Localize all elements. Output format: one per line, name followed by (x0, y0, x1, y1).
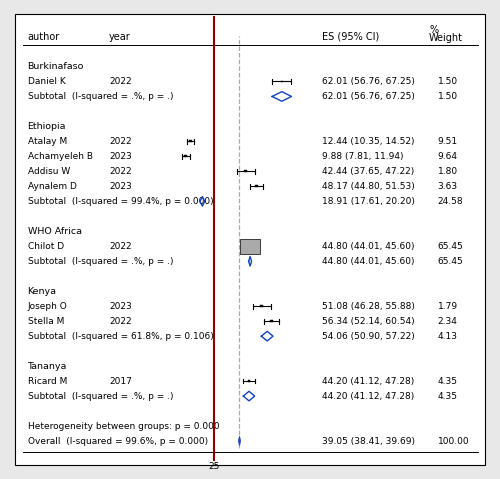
Text: 9.88 (7.81, 11.94): 9.88 (7.81, 11.94) (322, 152, 404, 161)
Bar (260, 305, 263, 307)
Text: Ethiopia: Ethiopia (28, 122, 66, 131)
Text: ES (95% CI): ES (95% CI) (322, 32, 380, 42)
Text: Ricard M: Ricard M (28, 376, 67, 386)
Text: Daniel K: Daniel K (28, 77, 65, 86)
Text: Addisu W: Addisu W (28, 167, 70, 176)
Text: 4.35: 4.35 (438, 376, 458, 386)
Text: 62.01 (56.76, 67.25): 62.01 (56.76, 67.25) (322, 77, 416, 86)
Text: Heterogeneity between groups: p = 0.000: Heterogeneity between groups: p = 0.000 (28, 422, 219, 431)
Text: Subtotal  (I-squared = .%, p = .): Subtotal (I-squared = .%, p = .) (28, 392, 173, 400)
Text: %: % (429, 25, 438, 35)
Text: Weight: Weight (429, 34, 463, 44)
Bar (184, 155, 187, 157)
Text: Subtotal  (I-squared = 99.4%, p = 0.000): Subtotal (I-squared = 99.4%, p = 0.000) (28, 197, 213, 206)
Text: 1.80: 1.80 (438, 167, 458, 176)
Text: 1.50: 1.50 (438, 77, 458, 86)
Text: Joseph O: Joseph O (28, 302, 67, 311)
Text: Chilot D: Chilot D (28, 242, 64, 251)
Text: Burkinafaso: Burkinafaso (28, 62, 84, 71)
Polygon shape (238, 436, 240, 446)
Text: 2023: 2023 (109, 182, 132, 191)
Text: Overall  (I-squared = 99.6%, p = 0.000): Overall (I-squared = 99.6%, p = 0.000) (28, 436, 208, 445)
Text: Subtotal  (I-squared = .%, p = .): Subtotal (I-squared = .%, p = .) (28, 257, 173, 266)
Bar (255, 185, 258, 187)
Text: 1.50: 1.50 (438, 92, 458, 101)
Text: 48.17 (44.80, 51.53): 48.17 (44.80, 51.53) (322, 182, 415, 191)
Text: 1.79: 1.79 (438, 302, 458, 311)
Text: 12.44 (10.35, 14.52): 12.44 (10.35, 14.52) (322, 137, 415, 146)
Text: year: year (109, 32, 131, 42)
Text: 100.00: 100.00 (438, 436, 469, 445)
Text: 62.01 (56.76, 67.25): 62.01 (56.76, 67.25) (322, 92, 416, 101)
Text: Subtotal  (I-squared = .%, p = .): Subtotal (I-squared = .%, p = .) (28, 92, 173, 101)
Text: 24.58: 24.58 (438, 197, 463, 206)
Text: 9.64: 9.64 (438, 152, 458, 161)
Text: 39.05 (38.41, 39.69): 39.05 (38.41, 39.69) (322, 436, 416, 445)
Bar (244, 171, 247, 172)
Text: author: author (28, 32, 60, 42)
Text: 44.20 (41.12, 47.28): 44.20 (41.12, 47.28) (322, 376, 415, 386)
Text: 2.34: 2.34 (438, 317, 458, 326)
Text: 42.44 (37.65, 47.22): 42.44 (37.65, 47.22) (322, 167, 415, 176)
Text: 4.13: 4.13 (438, 331, 458, 341)
Text: 44.80 (44.01, 45.60): 44.80 (44.01, 45.60) (322, 242, 415, 251)
Text: 2023: 2023 (109, 152, 132, 161)
Text: 44.80 (44.01, 45.60): 44.80 (44.01, 45.60) (322, 257, 415, 266)
Text: 25: 25 (208, 462, 220, 471)
Bar (270, 320, 272, 322)
Text: 51.08 (46.28, 55.88): 51.08 (46.28, 55.88) (322, 302, 416, 311)
Text: Atalay M: Atalay M (28, 137, 67, 146)
Text: 56.34 (52.14, 60.54): 56.34 (52.14, 60.54) (322, 317, 415, 326)
Bar (280, 80, 283, 82)
Bar (240, 239, 260, 254)
Text: WHO Africa: WHO Africa (28, 227, 82, 236)
Text: 9.51: 9.51 (438, 137, 458, 146)
Text: Kenya: Kenya (28, 287, 56, 296)
Text: 54.06 (50.90, 57.22): 54.06 (50.90, 57.22) (322, 331, 415, 341)
Text: 2022: 2022 (109, 167, 132, 176)
Text: 3.63: 3.63 (438, 182, 458, 191)
Text: 65.45: 65.45 (438, 257, 463, 266)
Text: Stella M: Stella M (28, 317, 64, 326)
Text: 2023: 2023 (109, 302, 132, 311)
Text: 65.45: 65.45 (438, 242, 463, 251)
Text: Achamyeleh B: Achamyeleh B (28, 152, 92, 161)
Text: 2022: 2022 (109, 317, 132, 326)
Text: 2022: 2022 (109, 137, 132, 146)
Text: 18.91 (17.61, 20.20): 18.91 (17.61, 20.20) (322, 197, 416, 206)
Text: Subtotal  (I-squared = 61.8%, p = 0.106): Subtotal (I-squared = 61.8%, p = 0.106) (28, 331, 213, 341)
Bar (248, 380, 250, 382)
Text: 44.20 (41.12, 47.28): 44.20 (41.12, 47.28) (322, 392, 415, 400)
Text: 2017: 2017 (109, 376, 132, 386)
Bar (189, 140, 192, 142)
FancyBboxPatch shape (15, 14, 485, 465)
Text: 4.35: 4.35 (438, 392, 458, 400)
Text: 2022: 2022 (109, 77, 132, 86)
Text: Tananya: Tananya (28, 362, 67, 371)
Text: 2022: 2022 (109, 242, 132, 251)
Text: Aynalem D: Aynalem D (28, 182, 76, 191)
